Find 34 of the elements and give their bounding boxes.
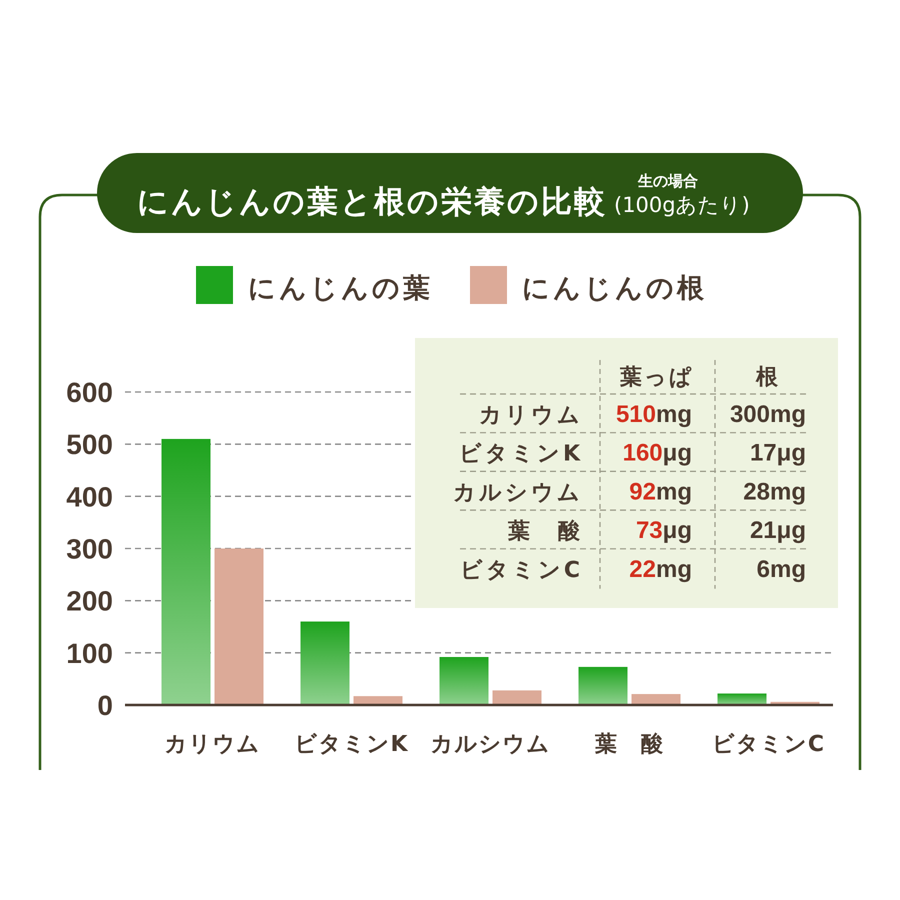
table-cell: 73μg	[636, 517, 692, 544]
xtick-label: ビタミンC	[712, 732, 826, 757]
table-row-label: カリウム	[479, 403, 583, 428]
ytick-label: 200	[66, 586, 113, 617]
table-header: 葉っぱ	[620, 365, 694, 390]
table-cell: 6mg	[756, 556, 806, 583]
ytick-label: 100	[66, 638, 113, 669]
table-cell: 160μg	[622, 440, 692, 467]
ytick-label: 0	[97, 690, 113, 721]
table-row-label: ビタミンC	[460, 558, 583, 583]
table-row-label: カルシウム	[453, 480, 583, 506]
ytick-label: 500	[66, 429, 113, 460]
xtick-label: ビタミンK	[294, 732, 409, 757]
ytick-label: 300	[66, 534, 113, 564]
table-row-label: ビタミンK	[458, 442, 583, 467]
table-cell: 92mg	[629, 478, 692, 506]
legend-label: にんじんの葉	[248, 273, 433, 304]
table-cell: 28mg	[743, 478, 806, 506]
table-cell: 17μg	[750, 440, 806, 467]
table-header: 根	[756, 365, 780, 390]
table-cell: 21μg	[750, 517, 806, 544]
table-cell: 300mg	[730, 401, 806, 428]
legend-label: にんじんの根	[522, 273, 707, 304]
xtick-label: 葉 酸	[595, 732, 664, 757]
table-row-label: 葉 酸	[508, 519, 583, 544]
ytick-label: 600	[66, 377, 113, 408]
subtitle: 生の場合	[638, 172, 698, 190]
xtick-label: カリウム	[164, 732, 260, 757]
title: にんじんの葉と根の栄養の比較	[137, 184, 607, 220]
table-cell: 510mg	[616, 401, 692, 428]
annotation: (100gあたり)	[614, 193, 750, 217]
ytick-label: 400	[66, 481, 113, 512]
table-cell: 22mg	[629, 556, 692, 583]
xtick-label: カルシウム	[430, 732, 550, 757]
